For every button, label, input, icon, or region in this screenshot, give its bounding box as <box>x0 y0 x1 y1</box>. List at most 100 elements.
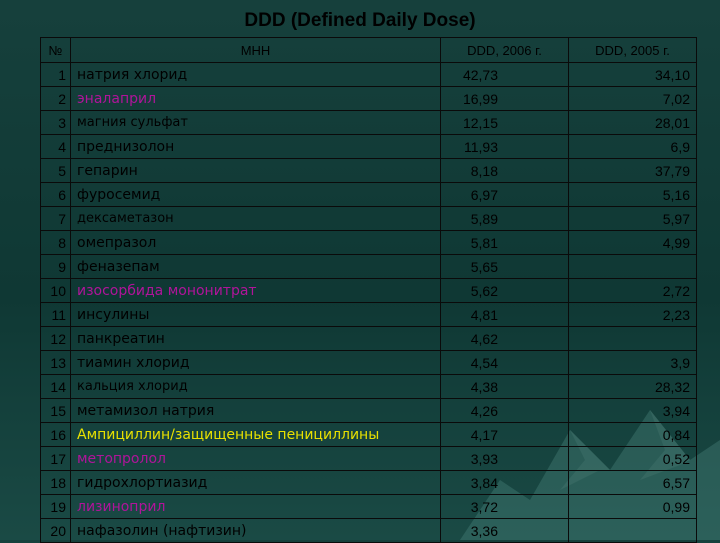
ddd-2006-value: 16,99 <box>440 86 569 111</box>
row-number: 10 <box>40 278 71 303</box>
row-number: 9 <box>40 254 71 279</box>
drug-name: кальция хлорид <box>70 374 441 399</box>
row-number: 14 <box>40 374 71 399</box>
ddd-2006-value: 11,93 <box>440 134 569 159</box>
ddd-2005-value: 6,57 <box>568 470 697 495</box>
row-number: 20 <box>40 518 71 543</box>
ddd-2005-value: 0,99 <box>568 494 697 519</box>
ddd-2005-value: 3,94 <box>568 398 697 423</box>
table-row: 5 гепарин 8,18 37,79 <box>40 158 697 183</box>
ddd-2005-value <box>568 254 697 279</box>
table-row: 2 эналаприл 16,99 7,02 <box>40 86 697 111</box>
drug-name: фуросемид <box>70 182 441 207</box>
table-row: 13 тиамин хлорид 4,54 3,9 <box>40 350 697 375</box>
drug-name: натрия хлорид <box>70 62 441 87</box>
ddd-2005-value: 3,9 <box>568 350 697 375</box>
table-row: 4 преднизолон 11,93 6,9 <box>40 134 697 159</box>
drug-name: лизиноприл <box>70 494 441 519</box>
ddd-2005-value: 0,52 <box>568 446 697 471</box>
row-number: 18 <box>40 470 71 495</box>
ddd-2005-value: 28,32 <box>568 374 697 399</box>
ddd-2005-value: 5,16 <box>568 182 697 207</box>
ddd-2006-value: 4,81 <box>440 302 569 327</box>
ddd-2005-value: 34,10 <box>568 62 697 87</box>
row-number: 4 <box>40 134 71 159</box>
ddd-2006-value: 8,18 <box>440 158 569 183</box>
table-row: 10 изосорбида мононитрат 5,62 2,72 <box>40 278 697 303</box>
drug-name: гидрохлортиазид <box>70 470 441 495</box>
header-inn: МНН <box>70 37 441 63</box>
ddd-2006-value: 4,17 <box>440 422 569 447</box>
drug-name: метопролол <box>70 446 441 471</box>
row-number: 3 <box>40 110 71 135</box>
drug-name: гепарин <box>70 158 441 183</box>
drug-name: тиамин хлорид <box>70 350 441 375</box>
drug-name: магния сульфат <box>70 110 441 135</box>
page-title: DDD (Defined Daily Dose) <box>244 10 476 31</box>
row-number: 13 <box>40 350 71 375</box>
header-ddd-2005: DDD, 2005 г. <box>568 37 697 63</box>
ddd-2006-value: 3,93 <box>440 446 569 471</box>
row-number: 16 <box>40 422 71 447</box>
ddd-2006-value: 4,38 <box>440 374 569 399</box>
row-number: 7 <box>40 206 71 231</box>
drug-name: Ампициллин/защищенные пенициллины <box>70 422 441 447</box>
ddd-2006-value: 3,36 <box>440 518 569 543</box>
table-row: 9 феназепам 5,65 <box>40 254 697 279</box>
ddd-2006-value: 6,97 <box>440 182 569 207</box>
table-row: 16 Ампициллин/защищенные пенициллины 4,17 0… <box>40 422 697 447</box>
table-row: 18 гидрохлортиазид 3,84 6,57 <box>40 470 697 495</box>
ddd-2006-value: 5,62 <box>440 278 569 303</box>
row-number: 1 <box>40 62 71 87</box>
ddd-2006-value: 5,89 <box>440 206 569 231</box>
ddd-2005-value: 4,99 <box>568 230 697 255</box>
drug-name: преднизолон <box>70 134 441 159</box>
row-number: 6 <box>40 182 71 207</box>
table-row: 19 лизиноприл 3,72 0,99 <box>40 494 697 519</box>
ddd-2006-value: 3,72 <box>440 494 569 519</box>
ddd-2005-value: 28,01 <box>568 110 697 135</box>
row-number: 11 <box>40 302 71 327</box>
row-number: 2 <box>40 86 71 111</box>
ddd-2005-value: 37,79 <box>568 158 697 183</box>
ddd-2005-value: 5,97 <box>568 206 697 231</box>
drug-name: эналаприл <box>70 86 441 111</box>
table-row: 11 инсулины 4,81 2,23 <box>40 302 697 327</box>
ddd-2006-value: 4,62 <box>440 326 569 351</box>
table-header-row: № МНН DDD, 2006 г. DDD, 2005 г. <box>40 37 697 63</box>
ddd-2005-value <box>568 326 697 351</box>
ddd-2005-value: 2,72 <box>568 278 697 303</box>
ddd-2006-value: 5,81 <box>440 230 569 255</box>
table-row: 8 омепразол 5,81 4,99 <box>40 230 697 255</box>
row-number: 12 <box>40 326 71 351</box>
header-ddd-2006: DDD, 2006 г. <box>440 37 569 63</box>
ddd-2006-value: 4,26 <box>440 398 569 423</box>
drug-name: панкреатин <box>70 326 441 351</box>
ddd-2006-value: 3,84 <box>440 470 569 495</box>
row-number: 5 <box>40 158 71 183</box>
drug-name: омепразол <box>70 230 441 255</box>
drug-name: инсулины <box>70 302 441 327</box>
ddd-2006-value: 4,54 <box>440 350 569 375</box>
row-number: 19 <box>40 494 71 519</box>
ddd-2005-value: 7,02 <box>568 86 697 111</box>
ddd-table: № МНН DDD, 2006 г. DDD, 2005 г. 1 натрия … <box>40 37 697 543</box>
ddd-2006-value: 12,15 <box>440 110 569 135</box>
table-row: 17 метопролол 3,93 0,52 <box>40 446 697 471</box>
drug-name: дексаметазон <box>70 206 441 231</box>
ddd-2005-value: 6,9 <box>568 134 697 159</box>
header-number: № <box>40 37 71 63</box>
table-row: 14 кальция хлорид 4,38 28,32 <box>40 374 697 399</box>
table-row: 6 фуросемид 6,97 5,16 <box>40 182 697 207</box>
drug-name: изосорбида мононитрат <box>70 278 441 303</box>
row-number: 17 <box>40 446 71 471</box>
ddd-2005-value: 0,84 <box>568 422 697 447</box>
table-row: 15 метамизол натрия 4,26 3,94 <box>40 398 697 423</box>
table-row: 12 панкреатин 4,62 <box>40 326 697 351</box>
ddd-2005-value <box>568 518 697 543</box>
table-row: 7 дексаметазон 5,89 5,97 <box>40 206 697 231</box>
table-row: 20 нафазолин (нафтизин) 3,36 <box>40 518 697 543</box>
drug-name: феназепам <box>70 254 441 279</box>
row-number: 8 <box>40 230 71 255</box>
ddd-2006-value: 5,65 <box>440 254 569 279</box>
